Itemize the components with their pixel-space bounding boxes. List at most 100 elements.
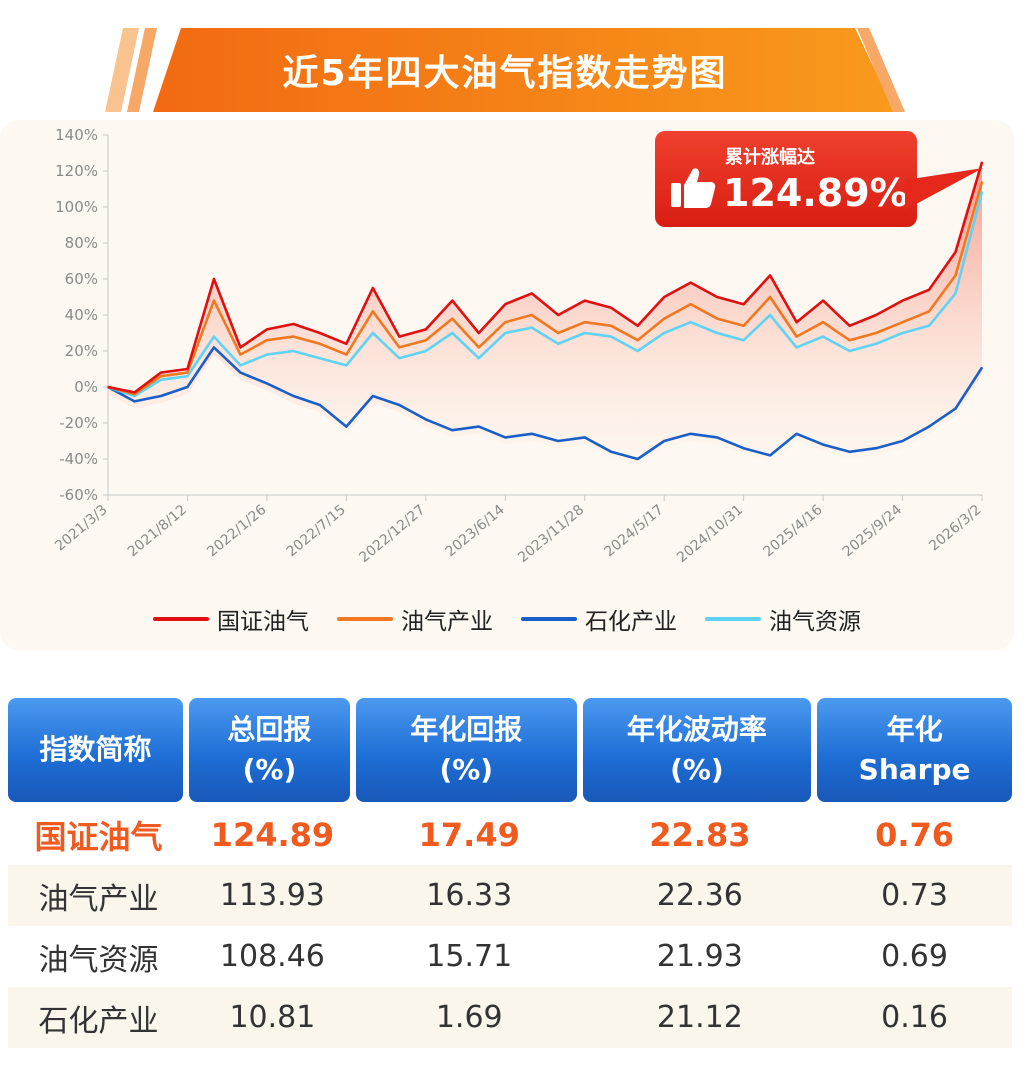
series-point [795, 321, 798, 323]
line-chart: -60% -40% -20% 0% 20% 40% 60% 80% 100% 120% 140% 20… [52, 126, 984, 566]
series-point [689, 303, 692, 305]
x-tick-label: 2023/6/14 [443, 502, 508, 560]
series-point [530, 433, 533, 435]
x-tick-label: 2021/3/3 [52, 502, 110, 555]
legend-swatch [521, 617, 577, 621]
x-tick-label: 2026/3/2 [926, 502, 984, 555]
table-header-text: 总回报 [227, 713, 312, 746]
table-cell: 124.89 [210, 815, 335, 854]
series-point [954, 292, 957, 295]
series-point [345, 425, 348, 428]
table-cell: 21.12 [656, 1000, 743, 1035]
legend-label: 石化产业 [585, 609, 677, 635]
table-header-cell: 年化波动率 (%) [582, 698, 812, 802]
series-point [530, 326, 533, 329]
series-point [716, 332, 718, 334]
x-tick-label: 2022/12/27 [356, 502, 428, 566]
stats-table: 指数简称 总回报 (%) 年化回报 (%) 年化波动率 (%) 年化 Sharpe 国证油气 12… [8, 698, 1012, 1048]
series-point [769, 454, 771, 457]
x-tick-label: 2023/11/28 [515, 502, 587, 566]
series-point [875, 447, 877, 450]
table-header-text: 指数简称 [39, 733, 152, 766]
series-point [372, 332, 374, 334]
table-header-row: 指数简称 总回报 (%) 年化回报 (%) 年化波动率 (%) 年化 Sharpe [8, 698, 1012, 802]
legend-swatch [705, 617, 761, 621]
x-tick-label: 2022/7/15 [284, 502, 349, 560]
title-banner-shape [105, 28, 905, 112]
series-point [663, 440, 665, 442]
legend-label: 油气资源 [769, 609, 861, 635]
index-name-cell: 石化产业 [38, 1003, 159, 1039]
series-point [689, 321, 692, 323]
series-point [901, 299, 904, 302]
table-cell: 0.16 [881, 1000, 948, 1035]
series-point [345, 364, 348, 367]
series-point [928, 310, 930, 313]
index-name-cell: 油气资源 [38, 942, 159, 978]
table-cell: 113.93 [219, 878, 325, 913]
y-tick-label: 80% [65, 234, 98, 252]
series-point [292, 323, 295, 325]
series-point [822, 335, 824, 338]
series-point [133, 400, 136, 403]
series-point [425, 350, 427, 352]
series-point [557, 343, 560, 345]
series-point [266, 353, 268, 356]
series-point [716, 296, 718, 298]
table-cell: 15.71 [426, 939, 513, 974]
x-tick-label: 2025/4/16 [760, 502, 825, 560]
series-point [133, 395, 136, 397]
table-row: 油气资源 108.46 15.71 21.93 0.69 [8, 926, 1012, 987]
title-banner: 近5年四大油气指数走势图 [105, 28, 905, 112]
y-tick-label: -20% [59, 414, 98, 432]
series-point [239, 364, 242, 367]
series-line [107, 161, 984, 394]
series-point [160, 379, 162, 381]
series-point [372, 310, 374, 313]
table-header-text: (%) [439, 753, 494, 786]
table-header-cell: 指数简称 [8, 698, 183, 802]
series-point [266, 339, 268, 341]
legend-item: 石化产业 [521, 602, 677, 636]
index-name-cell: 国证油气 [34, 817, 163, 856]
series-point [795, 346, 798, 349]
series-point [477, 332, 480, 334]
series-point [583, 299, 586, 302]
series-point [742, 303, 745, 305]
series-point [133, 391, 136, 394]
series-point [477, 425, 480, 428]
series-point [477, 346, 480, 349]
table-cell: 108.46 [219, 939, 325, 974]
table-header-text: 年化回报 [410, 713, 523, 746]
series-point [928, 289, 930, 291]
x-tick-label: 2022/1/26 [204, 502, 269, 560]
table-cell: 0.73 [881, 878, 948, 913]
y-tick-label: 120% [55, 162, 98, 180]
table-header-text: Sharpe [858, 753, 971, 786]
series-point [769, 314, 771, 316]
legend-item: 油气产业 [337, 602, 493, 636]
series-point [319, 343, 321, 345]
series-point [981, 181, 983, 183]
series-point [769, 296, 771, 298]
series-point [663, 317, 665, 320]
table-body: 国证油气 124.89 17.49 22.83 0.76 油气产业 113.93 16.33 2… [8, 804, 1012, 1048]
series-point [504, 332, 507, 334]
table-cell: 1.69 [435, 1000, 503, 1035]
series-point [319, 404, 321, 406]
series-point [848, 350, 851, 352]
series-point [186, 386, 189, 388]
series-point [504, 321, 507, 323]
series-point [981, 366, 983, 369]
x-tick-label: 2025/9/24 [840, 502, 905, 560]
table-row: 石化产业 10.81 1.69 21.12 0.16 [8, 987, 1012, 1048]
series-point [292, 395, 295, 397]
series-point [133, 393, 136, 396]
series-point [663, 332, 665, 334]
series-point [875, 343, 877, 345]
table-cell: 10.81 [229, 1000, 316, 1035]
series-point [398, 335, 401, 338]
y-tick-label: 20% [65, 342, 98, 360]
y-tick-label: 40% [65, 306, 98, 324]
series-point [345, 343, 348, 345]
